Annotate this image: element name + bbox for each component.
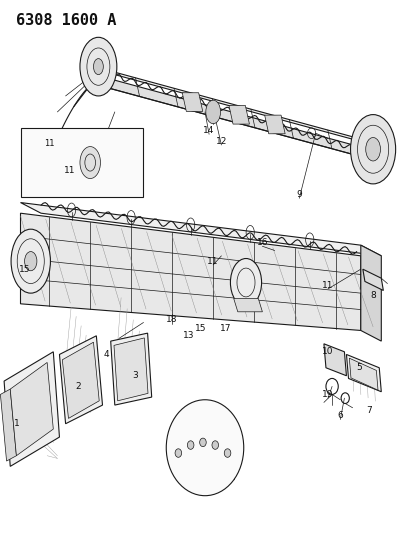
- Ellipse shape: [175, 449, 181, 457]
- Text: 13: 13: [182, 332, 194, 340]
- Ellipse shape: [93, 59, 103, 75]
- Ellipse shape: [11, 229, 50, 293]
- Polygon shape: [346, 354, 380, 392]
- Polygon shape: [233, 298, 262, 312]
- Text: 15: 15: [195, 325, 206, 333]
- Text: 8: 8: [369, 292, 375, 300]
- Text: 17: 17: [219, 325, 231, 333]
- Text: 4: 4: [103, 350, 109, 359]
- Text: 12: 12: [215, 137, 227, 146]
- Polygon shape: [323, 344, 346, 376]
- Polygon shape: [4, 352, 59, 466]
- Polygon shape: [362, 269, 382, 290]
- Text: 5: 5: [355, 364, 361, 372]
- Ellipse shape: [199, 438, 206, 447]
- Ellipse shape: [350, 115, 395, 184]
- Text: 9: 9: [296, 190, 301, 199]
- Ellipse shape: [205, 100, 220, 124]
- Ellipse shape: [80, 147, 100, 179]
- Polygon shape: [20, 213, 360, 330]
- Bar: [20, 128, 143, 197]
- Ellipse shape: [224, 449, 230, 457]
- Polygon shape: [0, 389, 16, 461]
- Polygon shape: [94, 67, 389, 149]
- Ellipse shape: [166, 400, 243, 496]
- Polygon shape: [360, 245, 380, 341]
- Polygon shape: [59, 336, 102, 424]
- Ellipse shape: [25, 252, 37, 271]
- Text: 11: 11: [321, 281, 333, 289]
- Polygon shape: [228, 106, 249, 124]
- Text: 11: 11: [207, 257, 218, 265]
- Ellipse shape: [211, 441, 218, 449]
- Text: 6: 6: [337, 411, 342, 420]
- Polygon shape: [10, 362, 53, 456]
- Polygon shape: [20, 203, 380, 256]
- Ellipse shape: [80, 37, 117, 96]
- Ellipse shape: [365, 138, 380, 161]
- Text: 18: 18: [166, 316, 178, 324]
- Text: 2: 2: [75, 382, 81, 391]
- Text: 11: 11: [44, 140, 54, 148]
- Polygon shape: [110, 333, 151, 405]
- Polygon shape: [62, 342, 99, 418]
- Text: 16: 16: [256, 238, 267, 247]
- Polygon shape: [114, 338, 148, 401]
- Text: 1: 1: [13, 419, 19, 428]
- Polygon shape: [94, 75, 372, 160]
- Text: 3: 3: [132, 372, 138, 380]
- Polygon shape: [182, 93, 202, 111]
- Polygon shape: [264, 115, 285, 134]
- Text: 6308 1600 A: 6308 1600 A: [16, 13, 117, 28]
- Ellipse shape: [230, 259, 261, 306]
- Text: 15: 15: [19, 265, 30, 273]
- Text: 10: 10: [321, 348, 333, 356]
- Text: 19: 19: [321, 390, 333, 399]
- Ellipse shape: [187, 441, 193, 449]
- Text: 14: 14: [203, 126, 214, 135]
- Text: 7: 7: [365, 406, 371, 415]
- Polygon shape: [348, 358, 377, 390]
- Text: 11: 11: [64, 166, 75, 175]
